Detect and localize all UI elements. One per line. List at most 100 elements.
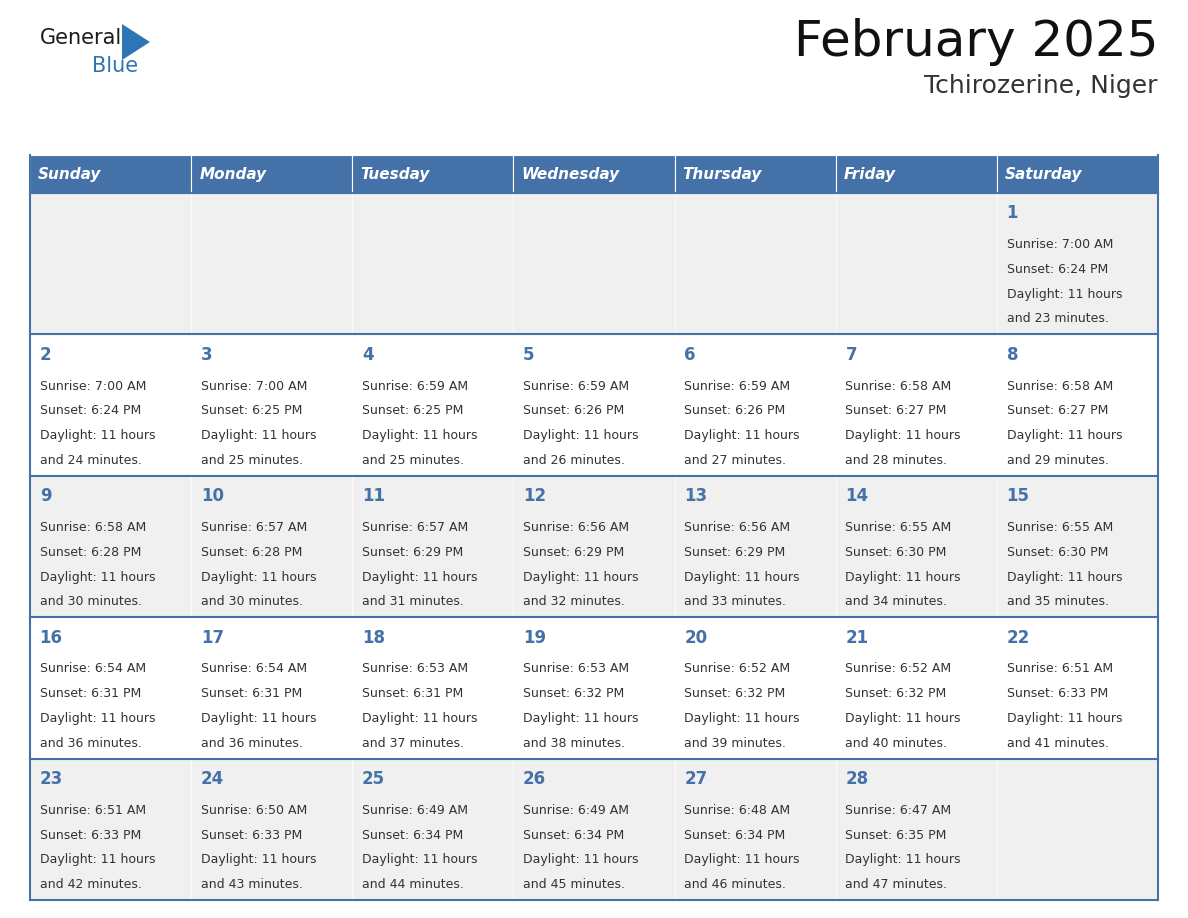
Text: 15: 15: [1006, 487, 1030, 505]
Text: Sunset: 6:25 PM: Sunset: 6:25 PM: [201, 405, 302, 418]
Bar: [513, 334, 675, 476]
Bar: [353, 155, 513, 193]
Bar: [191, 617, 353, 758]
Text: General: General: [40, 28, 122, 48]
Text: Sunset: 6:24 PM: Sunset: 6:24 PM: [1006, 263, 1107, 276]
Text: and 24 minutes.: and 24 minutes.: [39, 453, 141, 467]
Text: Sunset: 6:28 PM: Sunset: 6:28 PM: [39, 546, 141, 559]
Text: Sunset: 6:29 PM: Sunset: 6:29 PM: [684, 546, 785, 559]
Text: and 36 minutes.: and 36 minutes.: [201, 736, 303, 750]
Text: Daylight: 11 hours: Daylight: 11 hours: [523, 571, 639, 584]
Bar: [353, 193, 513, 334]
Text: 25: 25: [362, 770, 385, 788]
Text: 7: 7: [846, 346, 857, 364]
Text: 26: 26: [523, 770, 546, 788]
Text: Daylight: 11 hours: Daylight: 11 hours: [684, 429, 800, 442]
Text: February 2025: February 2025: [794, 18, 1158, 66]
Bar: [513, 758, 675, 900]
Text: 20: 20: [684, 629, 707, 646]
Bar: [675, 617, 835, 758]
Text: and 33 minutes.: and 33 minutes.: [684, 595, 786, 609]
Text: Sunset: 6:33 PM: Sunset: 6:33 PM: [39, 829, 141, 842]
Text: Sunset: 6:26 PM: Sunset: 6:26 PM: [523, 405, 625, 418]
Bar: [30, 476, 191, 617]
Text: and 28 minutes.: and 28 minutes.: [846, 453, 947, 467]
Text: Daylight: 11 hours: Daylight: 11 hours: [846, 854, 961, 867]
Bar: [191, 193, 353, 334]
Text: Sunrise: 7:00 AM: Sunrise: 7:00 AM: [201, 380, 308, 393]
Text: Sunset: 6:35 PM: Sunset: 6:35 PM: [846, 829, 947, 842]
Text: 13: 13: [684, 487, 707, 505]
Text: Daylight: 11 hours: Daylight: 11 hours: [201, 571, 316, 584]
Text: Sunrise: 6:59 AM: Sunrise: 6:59 AM: [523, 380, 630, 393]
Text: 21: 21: [846, 629, 868, 646]
Bar: [675, 334, 835, 476]
Bar: [835, 476, 997, 617]
Text: Sunrise: 6:53 AM: Sunrise: 6:53 AM: [523, 663, 630, 676]
Text: 17: 17: [201, 629, 223, 646]
Text: Sunset: 6:31 PM: Sunset: 6:31 PM: [362, 688, 463, 700]
Text: Daylight: 11 hours: Daylight: 11 hours: [201, 712, 316, 725]
Text: Sunset: 6:32 PM: Sunset: 6:32 PM: [846, 688, 947, 700]
Text: Daylight: 11 hours: Daylight: 11 hours: [39, 854, 156, 867]
Text: Daylight: 11 hours: Daylight: 11 hours: [362, 854, 478, 867]
Text: and 46 minutes.: and 46 minutes.: [684, 879, 786, 891]
Text: Sunset: 6:33 PM: Sunset: 6:33 PM: [201, 829, 302, 842]
Bar: [997, 155, 1158, 193]
Text: 19: 19: [523, 629, 546, 646]
Text: Sunset: 6:32 PM: Sunset: 6:32 PM: [523, 688, 625, 700]
Text: Sunrise: 6:58 AM: Sunrise: 6:58 AM: [39, 521, 146, 534]
Text: Sunrise: 6:49 AM: Sunrise: 6:49 AM: [523, 804, 630, 817]
Text: Daylight: 11 hours: Daylight: 11 hours: [39, 571, 156, 584]
Text: Sunset: 6:32 PM: Sunset: 6:32 PM: [684, 688, 785, 700]
Text: Daylight: 11 hours: Daylight: 11 hours: [201, 854, 316, 867]
Polygon shape: [122, 24, 150, 60]
Text: and 44 minutes.: and 44 minutes.: [362, 879, 463, 891]
Text: 23: 23: [39, 770, 63, 788]
Text: Sunrise: 6:55 AM: Sunrise: 6:55 AM: [1006, 521, 1113, 534]
Text: Sunrise: 6:58 AM: Sunrise: 6:58 AM: [1006, 380, 1113, 393]
Text: and 36 minutes.: and 36 minutes.: [39, 736, 141, 750]
Text: Sunrise: 6:58 AM: Sunrise: 6:58 AM: [846, 380, 952, 393]
Text: Sunset: 6:34 PM: Sunset: 6:34 PM: [523, 829, 625, 842]
Text: Sunrise: 6:51 AM: Sunrise: 6:51 AM: [39, 804, 146, 817]
Text: Sunrise: 6:57 AM: Sunrise: 6:57 AM: [201, 521, 307, 534]
Text: Daylight: 11 hours: Daylight: 11 hours: [523, 854, 639, 867]
Text: Tuesday: Tuesday: [360, 166, 430, 182]
Text: and 39 minutes.: and 39 minutes.: [684, 736, 786, 750]
Text: and 47 minutes.: and 47 minutes.: [846, 879, 947, 891]
Text: and 45 minutes.: and 45 minutes.: [523, 879, 625, 891]
Text: Sunrise: 6:56 AM: Sunrise: 6:56 AM: [523, 521, 630, 534]
Bar: [997, 476, 1158, 617]
Text: Sunrise: 6:54 AM: Sunrise: 6:54 AM: [39, 663, 146, 676]
Text: 28: 28: [846, 770, 868, 788]
Bar: [675, 193, 835, 334]
Text: Sunrise: 6:48 AM: Sunrise: 6:48 AM: [684, 804, 790, 817]
Text: 18: 18: [362, 629, 385, 646]
Bar: [191, 758, 353, 900]
Text: Daylight: 11 hours: Daylight: 11 hours: [1006, 287, 1121, 301]
Text: Sunset: 6:31 PM: Sunset: 6:31 PM: [39, 688, 141, 700]
Bar: [30, 155, 191, 193]
Text: and 40 minutes.: and 40 minutes.: [846, 736, 947, 750]
Text: Sunrise: 6:56 AM: Sunrise: 6:56 AM: [684, 521, 790, 534]
Bar: [997, 334, 1158, 476]
Text: 12: 12: [523, 487, 546, 505]
Text: Wednesday: Wednesday: [522, 166, 620, 182]
Text: 4: 4: [362, 346, 373, 364]
Text: Daylight: 11 hours: Daylight: 11 hours: [1006, 712, 1121, 725]
Text: and 25 minutes.: and 25 minutes.: [201, 453, 303, 467]
Text: Sunday: Sunday: [38, 166, 101, 182]
Text: and 31 minutes.: and 31 minutes.: [362, 595, 463, 609]
Bar: [835, 617, 997, 758]
Text: 27: 27: [684, 770, 708, 788]
Text: Sunset: 6:29 PM: Sunset: 6:29 PM: [362, 546, 463, 559]
Text: 16: 16: [39, 629, 63, 646]
Text: Daylight: 11 hours: Daylight: 11 hours: [39, 429, 156, 442]
Bar: [835, 155, 997, 193]
Bar: [835, 758, 997, 900]
Text: and 34 minutes.: and 34 minutes.: [846, 595, 947, 609]
Text: Sunrise: 6:49 AM: Sunrise: 6:49 AM: [362, 804, 468, 817]
Text: Saturday: Saturday: [1005, 166, 1082, 182]
Text: Sunset: 6:30 PM: Sunset: 6:30 PM: [1006, 546, 1108, 559]
